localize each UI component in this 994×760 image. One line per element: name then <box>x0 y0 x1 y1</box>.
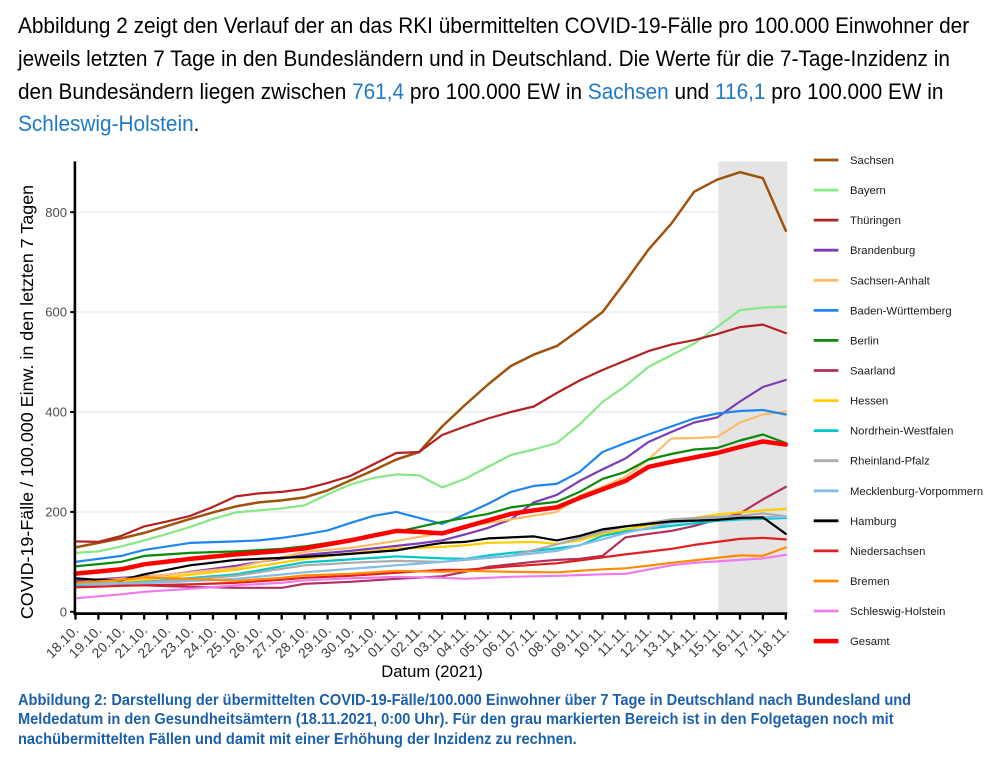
svg-text:800: 800 <box>45 205 67 220</box>
svg-text:Sachsen: Sachsen <box>850 155 894 167</box>
svg-text:Hamburg: Hamburg <box>850 516 896 528</box>
svg-text:Berlin: Berlin <box>850 335 879 347</box>
svg-text:400: 400 <box>45 405 67 420</box>
svg-text:Baden-Württemberg: Baden-Württemberg <box>850 305 952 317</box>
svg-text:Niedersachsen: Niedersachsen <box>850 546 925 558</box>
svg-text:Schleswig-Holstein: Schleswig-Holstein <box>850 606 945 618</box>
svg-text:COVID-19-Fälle / 100.000 Einw.: COVID-19-Fälle / 100.000 Einw. in den le… <box>17 185 37 619</box>
svg-text:600: 600 <box>45 305 67 320</box>
svg-text:Mecklenburg-Vorpommern: Mecklenburg-Vorpommern <box>850 486 983 498</box>
svg-text:Thüringen: Thüringen <box>850 215 901 227</box>
svg-text:Gesamt: Gesamt <box>850 636 890 648</box>
svg-text:Sachsen-Anhalt: Sachsen-Anhalt <box>850 275 931 287</box>
svg-text:Bayern: Bayern <box>850 185 886 197</box>
svg-text:Saarland: Saarland <box>850 366 895 378</box>
svg-text:Rheinland-Pfalz: Rheinland-Pfalz <box>850 456 930 468</box>
svg-text:Nordrhein-Westfalen: Nordrhein-Westfalen <box>850 426 953 438</box>
svg-text:200: 200 <box>45 505 67 520</box>
svg-text:Bremen: Bremen <box>850 576 890 588</box>
svg-text:Brandenburg: Brandenburg <box>850 245 915 257</box>
svg-text:Hessen: Hessen <box>850 396 888 408</box>
svg-text:Datum (2021): Datum (2021) <box>381 662 482 681</box>
svg-text:0: 0 <box>60 604 67 619</box>
